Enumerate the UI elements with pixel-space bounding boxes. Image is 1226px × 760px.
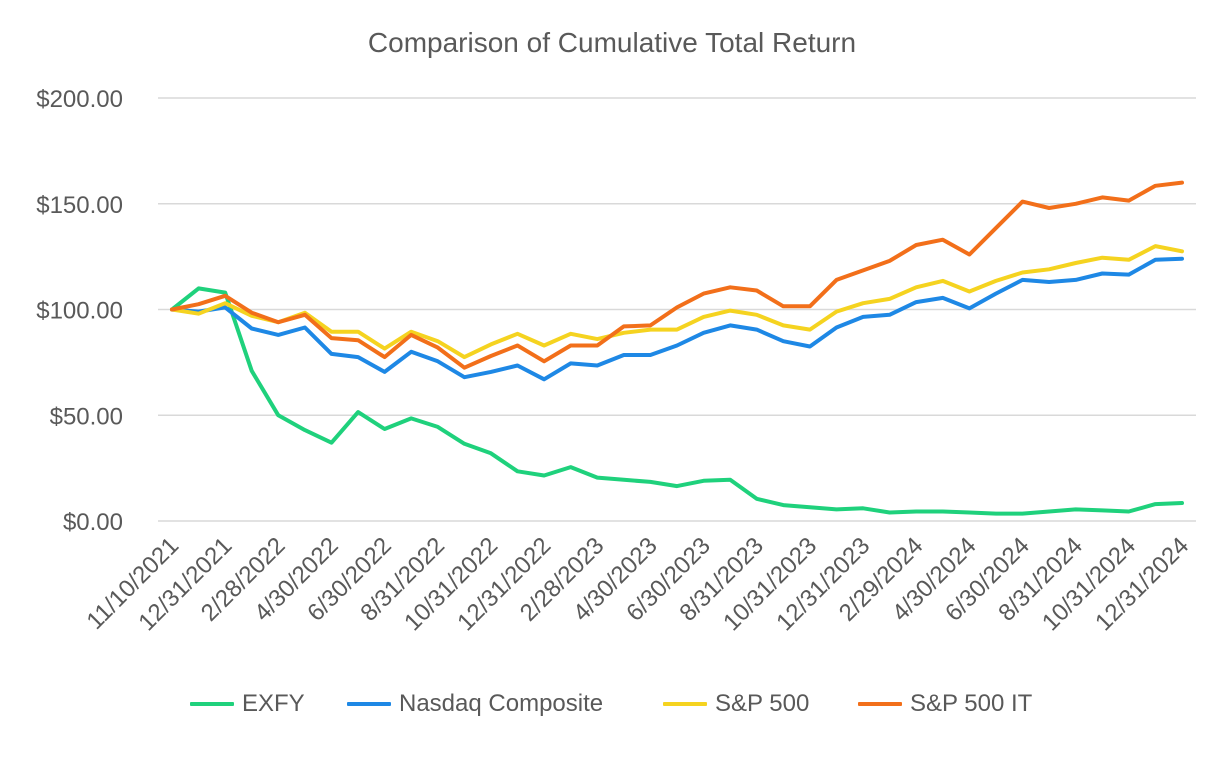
legend-swatch <box>347 702 391 706</box>
line-chart: Comparison of Cumulative Total Return $0… <box>36 27 1196 636</box>
legend-label: S&P 500 <box>715 690 810 717</box>
series-line-s-p-500-it <box>170 180 1184 370</box>
series-lines <box>170 180 1184 516</box>
chart-title: Comparison of Cumulative Total Return <box>368 27 856 58</box>
legend-label: S&P 500 IT <box>910 690 1033 717</box>
legend-item: S&P 500 <box>663 686 809 722</box>
legend-swatch <box>663 702 707 706</box>
legend-label: Nasdaq Composite <box>399 690 604 717</box>
series-line-s-p-500 <box>170 244 1184 360</box>
series-line-exfy <box>170 286 1184 516</box>
y-tick-label: $150.00 <box>36 192 123 219</box>
chart-legend: EXFY Nasdaq Composite S&P 500 S&P 500 IT <box>0 686 1226 722</box>
x-axis-tick-labels: 11/10/202112/31/20212/28/20224/30/20226/… <box>81 532 1194 636</box>
y-tick-label: $0.00 <box>63 509 123 536</box>
legend-item: Nasdaq Composite <box>347 686 603 722</box>
legend-item: EXFY <box>190 686 305 722</box>
legend-item: S&P 500 IT <box>858 686 1032 722</box>
legend-label: EXFY <box>242 690 305 717</box>
y-axis-tick-labels: $0.00 $50.00 $100.00 $150.00 $200.00 <box>36 86 123 536</box>
series-line-nasdaq-composite <box>170 256 1184 382</box>
y-tick-label: $200.00 <box>36 86 123 113</box>
y-tick-label: $100.00 <box>36 298 123 325</box>
y-tick-label: $50.00 <box>50 403 123 430</box>
legend-swatch <box>190 702 234 706</box>
legend-swatch <box>858 702 902 706</box>
